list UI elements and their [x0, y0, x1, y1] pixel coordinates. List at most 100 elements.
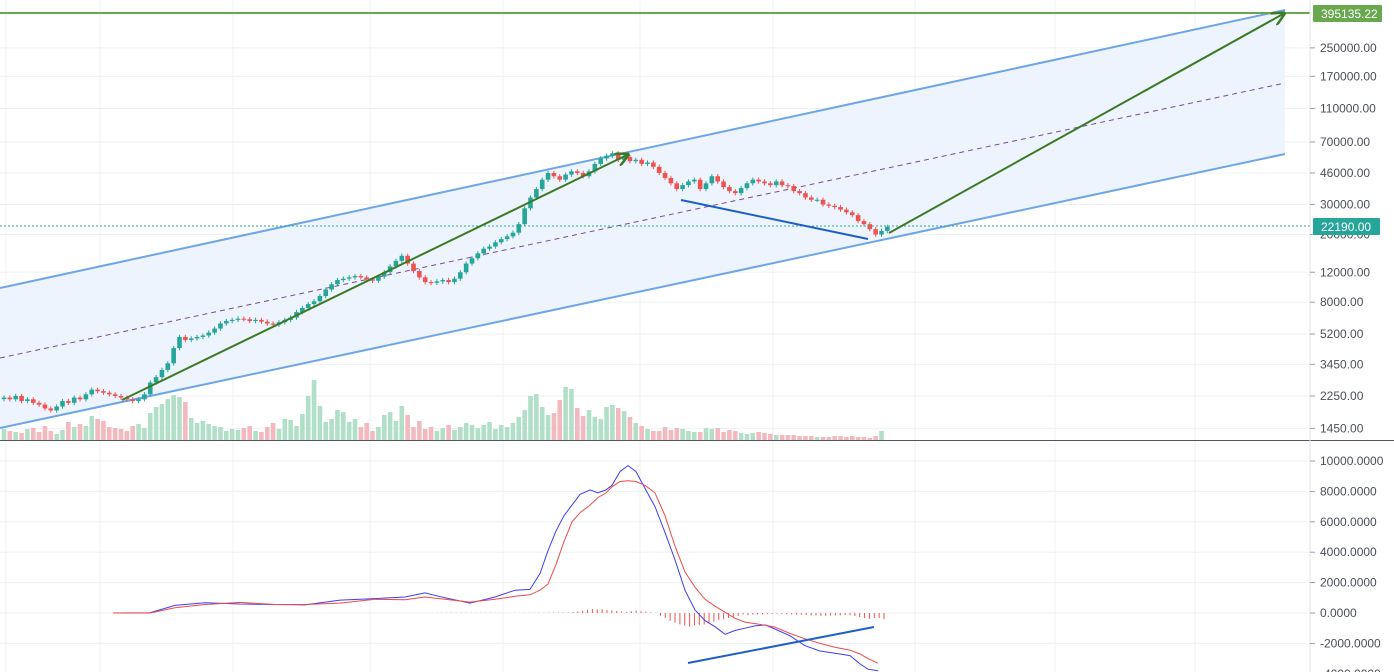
candle-body [235, 318, 241, 320]
candle-body [814, 199, 820, 201]
candle-body [147, 382, 153, 395]
volume-bar [376, 427, 381, 440]
volume-bar [516, 417, 522, 440]
volume-bar [159, 404, 165, 440]
candle-body [697, 179, 703, 190]
candle-body [645, 162, 650, 164]
candle-body [253, 319, 258, 322]
candle-body [463, 263, 469, 273]
volume-bar [352, 419, 358, 440]
candle-body [768, 183, 773, 186]
volume-bar [598, 419, 603, 440]
candle-body [42, 404, 48, 409]
candle-body [721, 181, 726, 188]
volume-bar [411, 427, 416, 440]
candle-body [381, 272, 387, 277]
volume-bar [224, 431, 229, 440]
volume-bar [36, 432, 42, 440]
candle-body [247, 319, 252, 322]
volume-bar [844, 437, 849, 440]
volume-bar [294, 426, 299, 440]
price-tick-label: 30000.00 [1320, 198, 1370, 212]
volume-bar [42, 426, 48, 440]
candle-body [604, 155, 609, 159]
volume-bar [639, 426, 644, 440]
candle-body [411, 263, 416, 272]
candle-body [557, 176, 563, 180]
volume-bar [744, 434, 750, 440]
candle-body [224, 321, 229, 324]
candle-body [241, 318, 247, 320]
volume-bar [165, 399, 171, 440]
volume-bar [107, 427, 112, 440]
volume-bar [66, 422, 71, 440]
volume-bar [557, 400, 563, 440]
volume-bar [282, 419, 288, 440]
volume-bar [194, 423, 200, 440]
candle-body [417, 271, 422, 278]
candle-body [212, 328, 217, 333]
channel-upper-line [0, 9, 1286, 289]
candle-body [177, 336, 182, 349]
candle-body [422, 277, 428, 283]
volume-bar [779, 435, 785, 440]
volume-bar [417, 421, 422, 440]
volume-bar [493, 429, 498, 440]
volume-bar [721, 432, 726, 440]
candle-body [838, 207, 843, 210]
volume-bar [54, 434, 59, 440]
volume-bar [346, 422, 352, 440]
candle-body [651, 162, 656, 167]
candle-body [71, 397, 77, 403]
volume-bar [487, 422, 492, 440]
candle-body [48, 408, 54, 411]
price-tick-label: 5200.00 [1320, 327, 1364, 341]
volume-bar [481, 425, 486, 440]
candle-body [610, 153, 615, 156]
price-tick-label: 170000.00 [1320, 69, 1377, 83]
volume-bar [305, 396, 311, 440]
candle-body [522, 208, 527, 225]
candle-body [709, 176, 715, 184]
volume-bar [147, 413, 153, 440]
volume-bar [651, 431, 656, 440]
volume-bar [171, 395, 176, 440]
volume-bar [177, 397, 182, 440]
volume-bar [463, 423, 469, 440]
volume-bar [212, 426, 217, 440]
candle-body [475, 253, 481, 259]
candle-body [188, 338, 194, 340]
candle-body [762, 181, 767, 184]
volume-bar [13, 432, 18, 440]
price-tick-label: 1450.00 [1320, 421, 1364, 435]
volume-bar [604, 407, 609, 440]
candle-body [30, 399, 36, 403]
candle-body [399, 255, 405, 261]
candle-body [493, 242, 498, 247]
macd-tick-label: 2000.0000 [1320, 576, 1377, 590]
candle-body [756, 179, 761, 182]
candle-body [358, 276, 364, 278]
volume-bar [83, 426, 89, 440]
candle-body [194, 336, 200, 339]
candle-body [323, 289, 329, 297]
macd-tick-label: 0.0000 [1320, 606, 1357, 620]
volume-bar [200, 421, 206, 440]
volume-bar [768, 434, 773, 440]
volume-bar [364, 423, 369, 440]
candle-body [487, 246, 492, 249]
candle-body [405, 255, 410, 264]
volume-bar [153, 407, 159, 440]
volume-bar [48, 431, 54, 440]
volume-bar [183, 402, 188, 440]
volume-bar [873, 436, 878, 440]
candle-body [785, 185, 791, 187]
price-tick-label: 46000.00 [1320, 166, 1370, 180]
volume-bar [539, 407, 545, 440]
volume-bar [264, 427, 270, 440]
candle-body [879, 230, 884, 235]
volume-bar [130, 426, 135, 440]
volume-bar [387, 412, 393, 440]
candle-body [7, 397, 13, 400]
